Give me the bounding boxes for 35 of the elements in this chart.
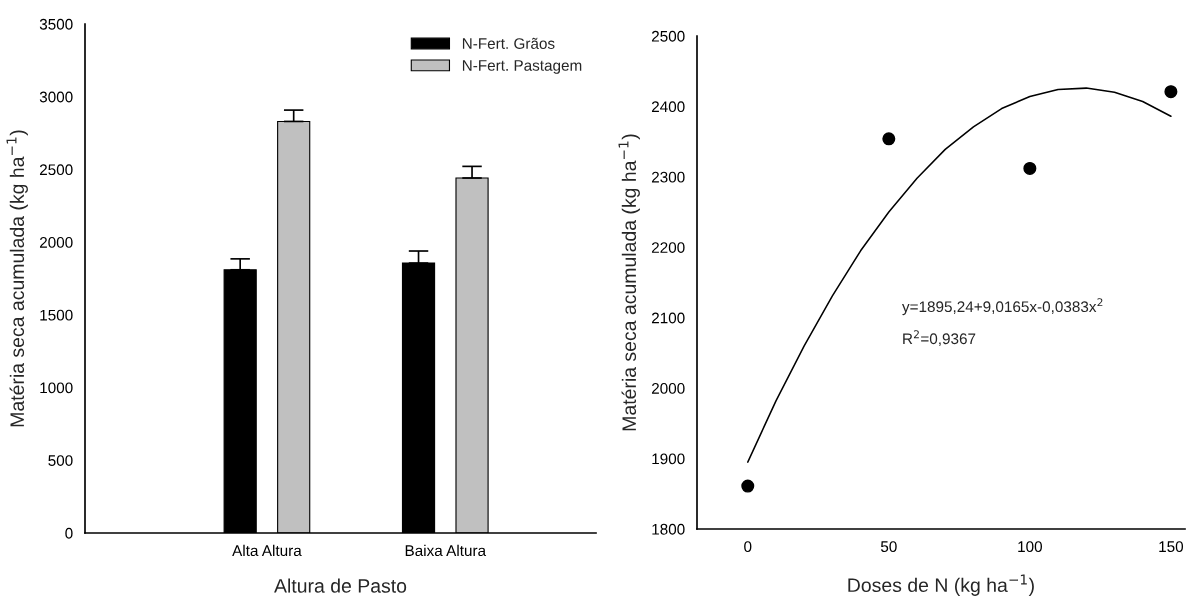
x-tick-label: 50: [880, 541, 897, 553]
y-tick-label: 3500: [39, 18, 73, 30]
y-tick-label: 3000: [39, 91, 73, 103]
point: [882, 132, 896, 146]
y-axis-title: Matéria seca acumulada (kg ha$^{−1}$): [618, 134, 640, 431]
point: [741, 479, 755, 493]
legend-label: N-Fert. Pastagem: [462, 60, 582, 74]
y-tick-label: 2000: [39, 237, 73, 248]
y-tick-label: 2500: [39, 164, 73, 176]
x-axis-title: Doses de N (kg ha$^{−1}$): [848, 574, 1034, 596]
point: [1164, 85, 1178, 99]
y-tick-label: 1000: [40, 382, 73, 394]
x-tick-label: Alta Altura: [232, 544, 302, 557]
y-tick-label: 1900: [652, 453, 685, 465]
y-tick-label: 2100: [651, 312, 685, 324]
y-tick-label: 0: [65, 527, 73, 539]
x-axis-title: Altura de Pasto: [274, 578, 407, 593]
x-tick-label: 0: [744, 541, 752, 553]
y-tick-label: 2400: [651, 101, 685, 113]
y-tick-label: 2200: [651, 242, 685, 253]
x-tick-label: Baixa Altura: [405, 544, 487, 557]
x-tick-label: 100: [1018, 541, 1042, 553]
line-series: [747, 87, 1172, 463]
y-axis-title: Matéria seca acumulada (kg ha$^{−1}$): [6, 130, 28, 427]
point: [1023, 161, 1037, 175]
y-tick-label: 1500: [40, 309, 73, 321]
y-tick-label: 500: [48, 455, 73, 466]
y-tick-label: 2000: [651, 383, 685, 394]
annotation: R$^{2}$=0,9367: [903, 330, 976, 346]
y-tick-label: 2500: [651, 30, 685, 42]
annotation: y=1895,24+9,0165x-0,0383x$^{2}$: [902, 298, 1103, 316]
legend-label: N-Fert. Grãos: [462, 37, 555, 49]
x-tick-label: 150: [1159, 541, 1184, 553]
y-tick-label: 1800: [652, 523, 685, 535]
y-tick-label: 2300: [651, 171, 685, 183]
